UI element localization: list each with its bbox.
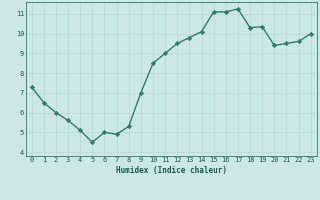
- X-axis label: Humidex (Indice chaleur): Humidex (Indice chaleur): [116, 166, 227, 175]
